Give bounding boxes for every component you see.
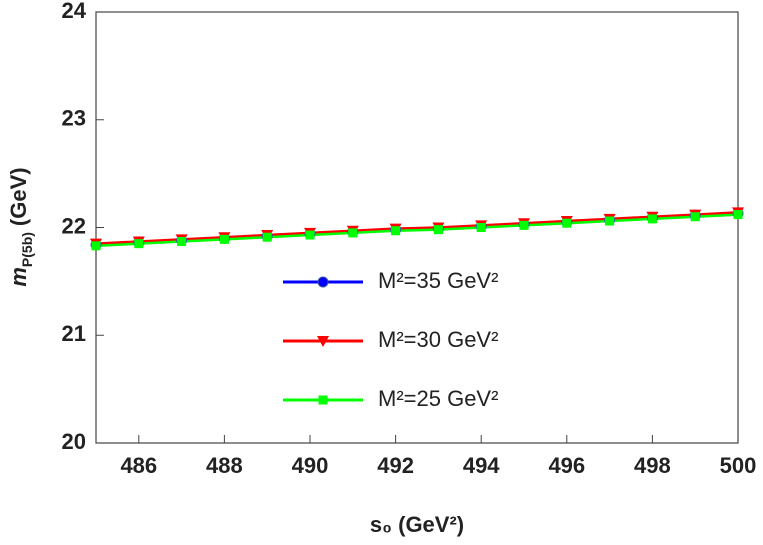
- data-point: [562, 218, 572, 228]
- x-tick-label: 500: [720, 453, 757, 478]
- data-point: [647, 214, 657, 224]
- series-line: [95, 211, 739, 245]
- data-point: [177, 237, 187, 247]
- y-label-main: m: [6, 267, 31, 287]
- x-tick-label: 496: [548, 453, 585, 478]
- x-axis-label: s₀ (GeV²): [370, 512, 464, 537]
- x-tick-label: 486: [120, 453, 157, 478]
- legend-label: M²=35 GeV²: [378, 268, 498, 293]
- legend-marker: [317, 276, 329, 288]
- y-tick-label: 23: [62, 106, 86, 131]
- data-point: [733, 210, 743, 220]
- data-point: [690, 212, 700, 222]
- data-point: [605, 216, 615, 226]
- legend-marker: [318, 395, 328, 405]
- x-tick-label: 488: [206, 453, 243, 478]
- series-line: [95, 213, 739, 248]
- data-point: [433, 225, 443, 235]
- y-label-sub: P(5b): [19, 232, 35, 267]
- x-tick-label: 498: [634, 453, 671, 478]
- y-tick-label: 20: [62, 429, 86, 454]
- data-point: [519, 220, 529, 230]
- y-axis-label: mP(5b) (GeV): [6, 167, 35, 286]
- data-point: [476, 223, 486, 232]
- legend-label: M²=30 GeV²: [378, 327, 498, 352]
- y-label-unit: (GeV): [6, 167, 31, 226]
- legend-label: M²=25 GeV²: [378, 386, 498, 411]
- data-point: [219, 234, 229, 244]
- y-tick-label: 22: [62, 213, 86, 238]
- y-tick-label: 21: [62, 321, 86, 346]
- y-tick-label: 24: [62, 0, 87, 23]
- x-tick-label: 492: [377, 453, 414, 478]
- data-point: [391, 226, 401, 236]
- data-point: [91, 241, 101, 251]
- legend-marker: [317, 336, 329, 347]
- data-point: [262, 232, 272, 242]
- x-tick-label: 494: [463, 453, 500, 478]
- data-point: [348, 228, 358, 238]
- x-tick-label: 490: [292, 453, 329, 478]
- data-point: [305, 230, 315, 240]
- data-point: [134, 239, 144, 249]
